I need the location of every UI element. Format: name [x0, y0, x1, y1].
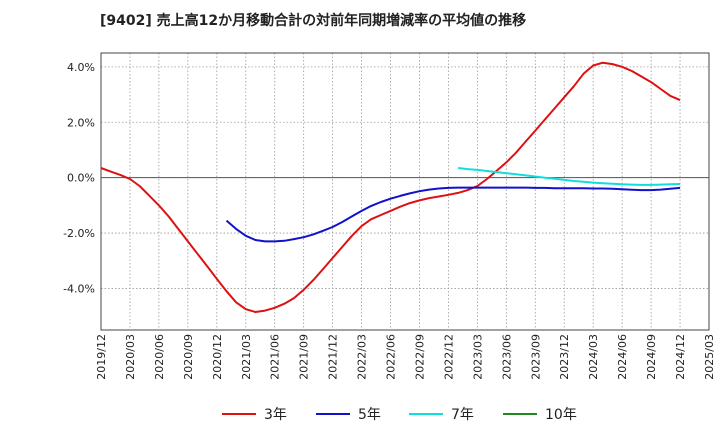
x-tick-label: 2024/03	[587, 334, 600, 380]
x-tick-label: 2022/06	[385, 334, 398, 380]
legend: 3年 5年 7年 10年	[222, 407, 577, 423]
x-tick-label: 2023/03	[471, 334, 484, 380]
x-tick-label: 2021/06	[269, 334, 282, 380]
series-line	[457, 167, 681, 186]
x-tick-label: 2022/12	[442, 334, 455, 380]
x-tick-label: 2022/03	[356, 334, 369, 380]
chart-title: [9402] 売上高12か月移動合計の対前年同期増減率の平均値の推移	[100, 13, 527, 29]
x-tick-label: 2020/03	[124, 334, 137, 380]
y-tick-label: 4.0%	[67, 61, 95, 74]
x-tick-label: 2024/06	[616, 334, 629, 380]
x-tick-label: 2021/09	[298, 334, 311, 380]
grid	[100, 53, 710, 330]
y-tick-label: 2.0%	[67, 116, 95, 129]
x-tick-label: 2021/12	[327, 334, 340, 380]
x-axis-ticks: 2019/12 2020/03 2020/06 2020/09 2020/12 2021/…	[95, 334, 716, 380]
y-tick-label: -4.0%	[63, 282, 95, 295]
series-line	[100, 61, 681, 313]
x-tick-label: 2023/12	[558, 334, 571, 380]
legend-label: 10年	[545, 407, 577, 423]
x-tick-label: 2023/06	[500, 334, 513, 380]
y-tick-label: 0.0%	[67, 172, 95, 185]
x-tick-label: 2025/03	[703, 334, 716, 380]
legend-label: 3年	[264, 407, 287, 423]
x-tick-label: 2023/09	[529, 334, 542, 380]
x-tick-label: 2020/12	[211, 334, 224, 380]
x-tick-label: 2019/12	[95, 334, 108, 380]
y-tick-label: -2.0%	[63, 227, 95, 240]
x-tick-label: 2024/09	[645, 334, 658, 380]
legend-label: 7年	[451, 407, 474, 423]
plot-area	[100, 52, 710, 331]
x-tick-label: 2020/06	[153, 334, 166, 380]
x-tick-label: 2022/09	[413, 334, 426, 380]
x-tick-label: 2020/09	[182, 334, 195, 380]
series-line	[225, 186, 681, 243]
x-tick-label: 2024/12	[674, 334, 687, 380]
series-lines	[100, 61, 681, 313]
y-axis-ticks: 4.0% 2.0% 0.0% -2.0% -4.0%	[63, 61, 95, 296]
legend-label: 5年	[358, 407, 381, 423]
x-tick-label: 2021/03	[240, 334, 253, 380]
